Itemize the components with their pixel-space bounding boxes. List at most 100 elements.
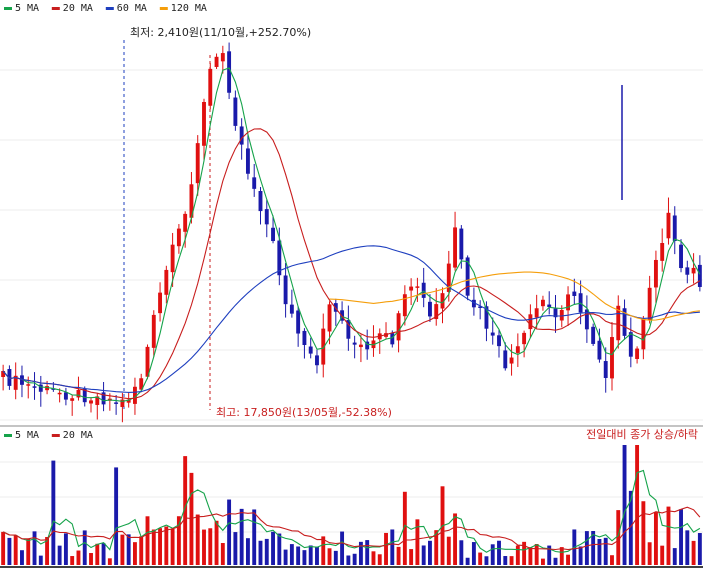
candle-body-95 (597, 340, 602, 360)
legend-label-2: 60 MA (117, 3, 147, 14)
candle-body-51 (321, 328, 326, 365)
legend-label-1: 20 MA (63, 430, 93, 441)
volume-bar-58 (365, 540, 370, 565)
price-moving-averages (2, 67, 701, 402)
volume-bar-92 (578, 546, 583, 565)
volume-bar-2 (13, 535, 18, 565)
candle-body-94 (591, 326, 596, 344)
volume-bar-28 (176, 516, 181, 565)
volume-bar-111 (697, 533, 702, 565)
candle-body-91 (572, 291, 577, 296)
candle-body-104 (653, 259, 658, 288)
volume-bar-81 (509, 556, 514, 565)
candle-body-50 (315, 355, 319, 366)
candle-body-48 (302, 330, 307, 345)
candle-body-90 (566, 294, 570, 311)
volume-bar-37 (233, 532, 238, 565)
volume-bar-54 (340, 531, 345, 565)
volume-bar-59 (371, 551, 376, 565)
volume-bar-108 (679, 509, 683, 565)
volume-legend: 5 MA 20 MA (4, 430, 93, 441)
volume-bar-46 (289, 544, 294, 565)
candle-body-25 (158, 292, 163, 314)
candles (1, 42, 702, 423)
volume-bar-97 (610, 555, 614, 565)
volume-bar-110 (691, 540, 696, 565)
candle-body-39 (245, 148, 250, 174)
candle-body-80 (503, 350, 508, 369)
candle-body-38 (239, 126, 244, 145)
volume-bar-6 (38, 555, 43, 565)
volume-bar-3 (20, 550, 24, 565)
candle-body-70 (440, 293, 445, 309)
volume-bar-90 (566, 554, 570, 565)
candle-body-27 (170, 244, 175, 273)
volume-bar-24 (151, 529, 156, 565)
candle-body-45 (283, 275, 288, 305)
volume-bar-78 (490, 544, 495, 565)
candle-body-55 (346, 320, 351, 339)
candle-body-108 (679, 244, 683, 269)
volume-bar-86 (540, 558, 545, 565)
candle-body-5 (32, 386, 37, 388)
ma-20-line (2, 128, 701, 400)
candle-body-100 (628, 332, 633, 357)
volume-bar-43 (271, 531, 275, 565)
volume-bar-39 (245, 538, 250, 565)
candle-body-81 (509, 357, 514, 364)
volume-bar-64 (402, 491, 407, 565)
candle-body-43 (271, 227, 275, 242)
volume-gridlines (0, 461, 703, 533)
volume-bar-103 (647, 542, 652, 565)
candle-body-22 (139, 378, 144, 390)
candle-body-65 (409, 286, 414, 291)
candle-body-42 (264, 209, 269, 225)
volume-bar-84 (528, 547, 533, 565)
legend-swatch-2 (105, 7, 114, 10)
legend-label-0: 5 MA (15, 3, 39, 14)
volume-bar-35 (220, 543, 225, 565)
candle-body-47 (296, 310, 301, 334)
volume-panel (0, 445, 703, 565)
volume-bar-106 (666, 506, 671, 565)
candle-body-15 (95, 396, 100, 405)
volume-bar-36 (227, 499, 232, 565)
volume-bar-79 (497, 540, 501, 565)
volume-bar-29 (183, 456, 188, 565)
volume-bar-7 (45, 536, 50, 565)
legend-swatch-0 (4, 434, 12, 437)
annotation-high: 최고: 17,850원(13/05월,-52.38%) (216, 406, 392, 419)
volume-bar-56 (352, 553, 357, 565)
candle-body-87 (547, 304, 552, 308)
volume-bar-9 (57, 545, 62, 565)
volume-bar-0 (1, 531, 6, 565)
legend-label-3: 120 MA (171, 3, 207, 14)
candle-body-41 (258, 191, 263, 212)
volume-bar-66 (415, 519, 420, 565)
candle-body-107 (672, 215, 677, 242)
candle-body-88 (553, 308, 558, 318)
candle-body-10 (63, 392, 68, 400)
volume-bar-20 (126, 534, 131, 565)
volume-bar-12 (76, 550, 81, 565)
candle-body-72 (453, 227, 458, 268)
candle-body-52 (327, 304, 332, 332)
candle-body-28 (176, 228, 181, 247)
volume-bar-99 (622, 445, 627, 565)
candle-body-57 (358, 344, 363, 348)
candle-body-64 (402, 294, 407, 317)
candle-body-56 (352, 342, 357, 345)
candle-body-79 (497, 335, 501, 347)
volume-bar-47 (296, 546, 301, 565)
volume-bar-88 (553, 557, 558, 565)
candle-body-14 (89, 400, 93, 404)
volume-bar-100 (628, 490, 633, 565)
candle-body-86 (540, 299, 545, 307)
volume-bar-104 (653, 512, 658, 565)
candle-body-89 (559, 309, 564, 321)
volume-bar-85 (534, 544, 539, 565)
volume-bar-67 (421, 545, 426, 565)
volume-moving-averages (2, 469, 701, 553)
candle-body-35 (220, 53, 225, 62)
